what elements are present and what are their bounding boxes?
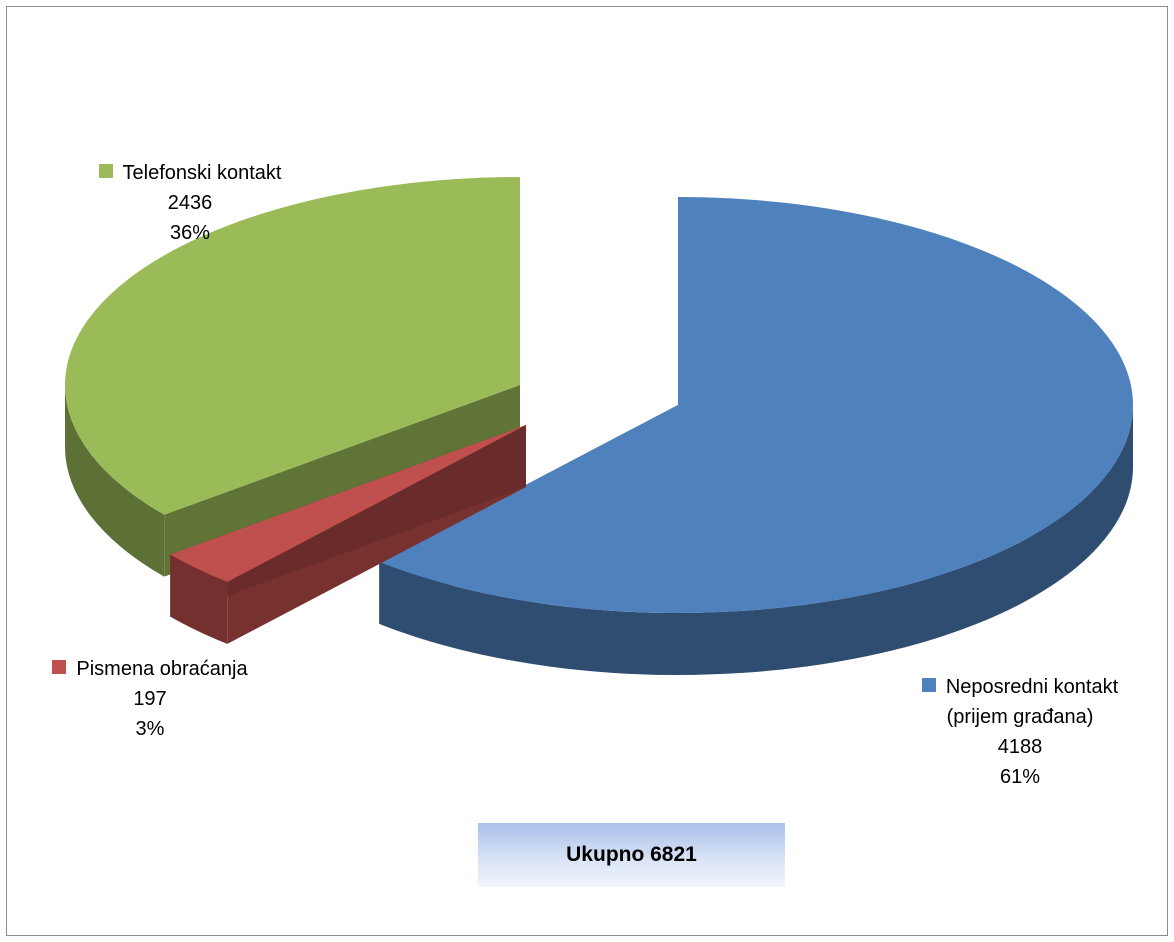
- label-neposredni: Neposredni kontakt (prijem građana) 4188…: [880, 672, 1160, 792]
- label-telefonski-percent: 36%: [169, 222, 211, 244]
- pie-slice-top: [64, 177, 520, 515]
- legend-key-telefonski: [98, 164, 113, 178]
- pie-slice-0: [379, 197, 1133, 675]
- total-box: Ukupno 6821: [478, 823, 785, 887]
- legend-key-pismena: [52, 660, 67, 674]
- label-pismena-name: Pismena obraćanja: [30, 654, 270, 684]
- total-label: Ukupno 6821: [566, 843, 697, 866]
- label-pismena: Pismena obraćanja 197 3%: [30, 654, 270, 744]
- pie-slice-1: [170, 425, 526, 644]
- pie-slice-side: [65, 385, 165, 577]
- legend-key-neposredni: [921, 678, 936, 692]
- label-neposredni-name: Neposredni kontakt: [880, 672, 1160, 702]
- label-telefonski-name: Telefonski kontakt: [60, 158, 320, 188]
- label-pismena-value: 197: [133, 688, 167, 710]
- label-neposredni-name-line2: (prijem građana): [946, 706, 1094, 728]
- pie-slice-top: [379, 197, 1133, 613]
- pie-slice-top: [170, 425, 526, 582]
- label-telefonski-value: 2436: [167, 192, 213, 214]
- pie-slice-side: [170, 554, 228, 644]
- label-telefonski: Telefonski kontakt 2436 36%: [60, 158, 320, 248]
- pie-slice-side: [379, 405, 1133, 675]
- label-neposredni-percent: 61%: [999, 766, 1041, 788]
- label-neposredni-value: 4188: [997, 736, 1043, 758]
- pie-slice-wall: [170, 425, 526, 617]
- label-pismena-percent: 3%: [135, 718, 165, 740]
